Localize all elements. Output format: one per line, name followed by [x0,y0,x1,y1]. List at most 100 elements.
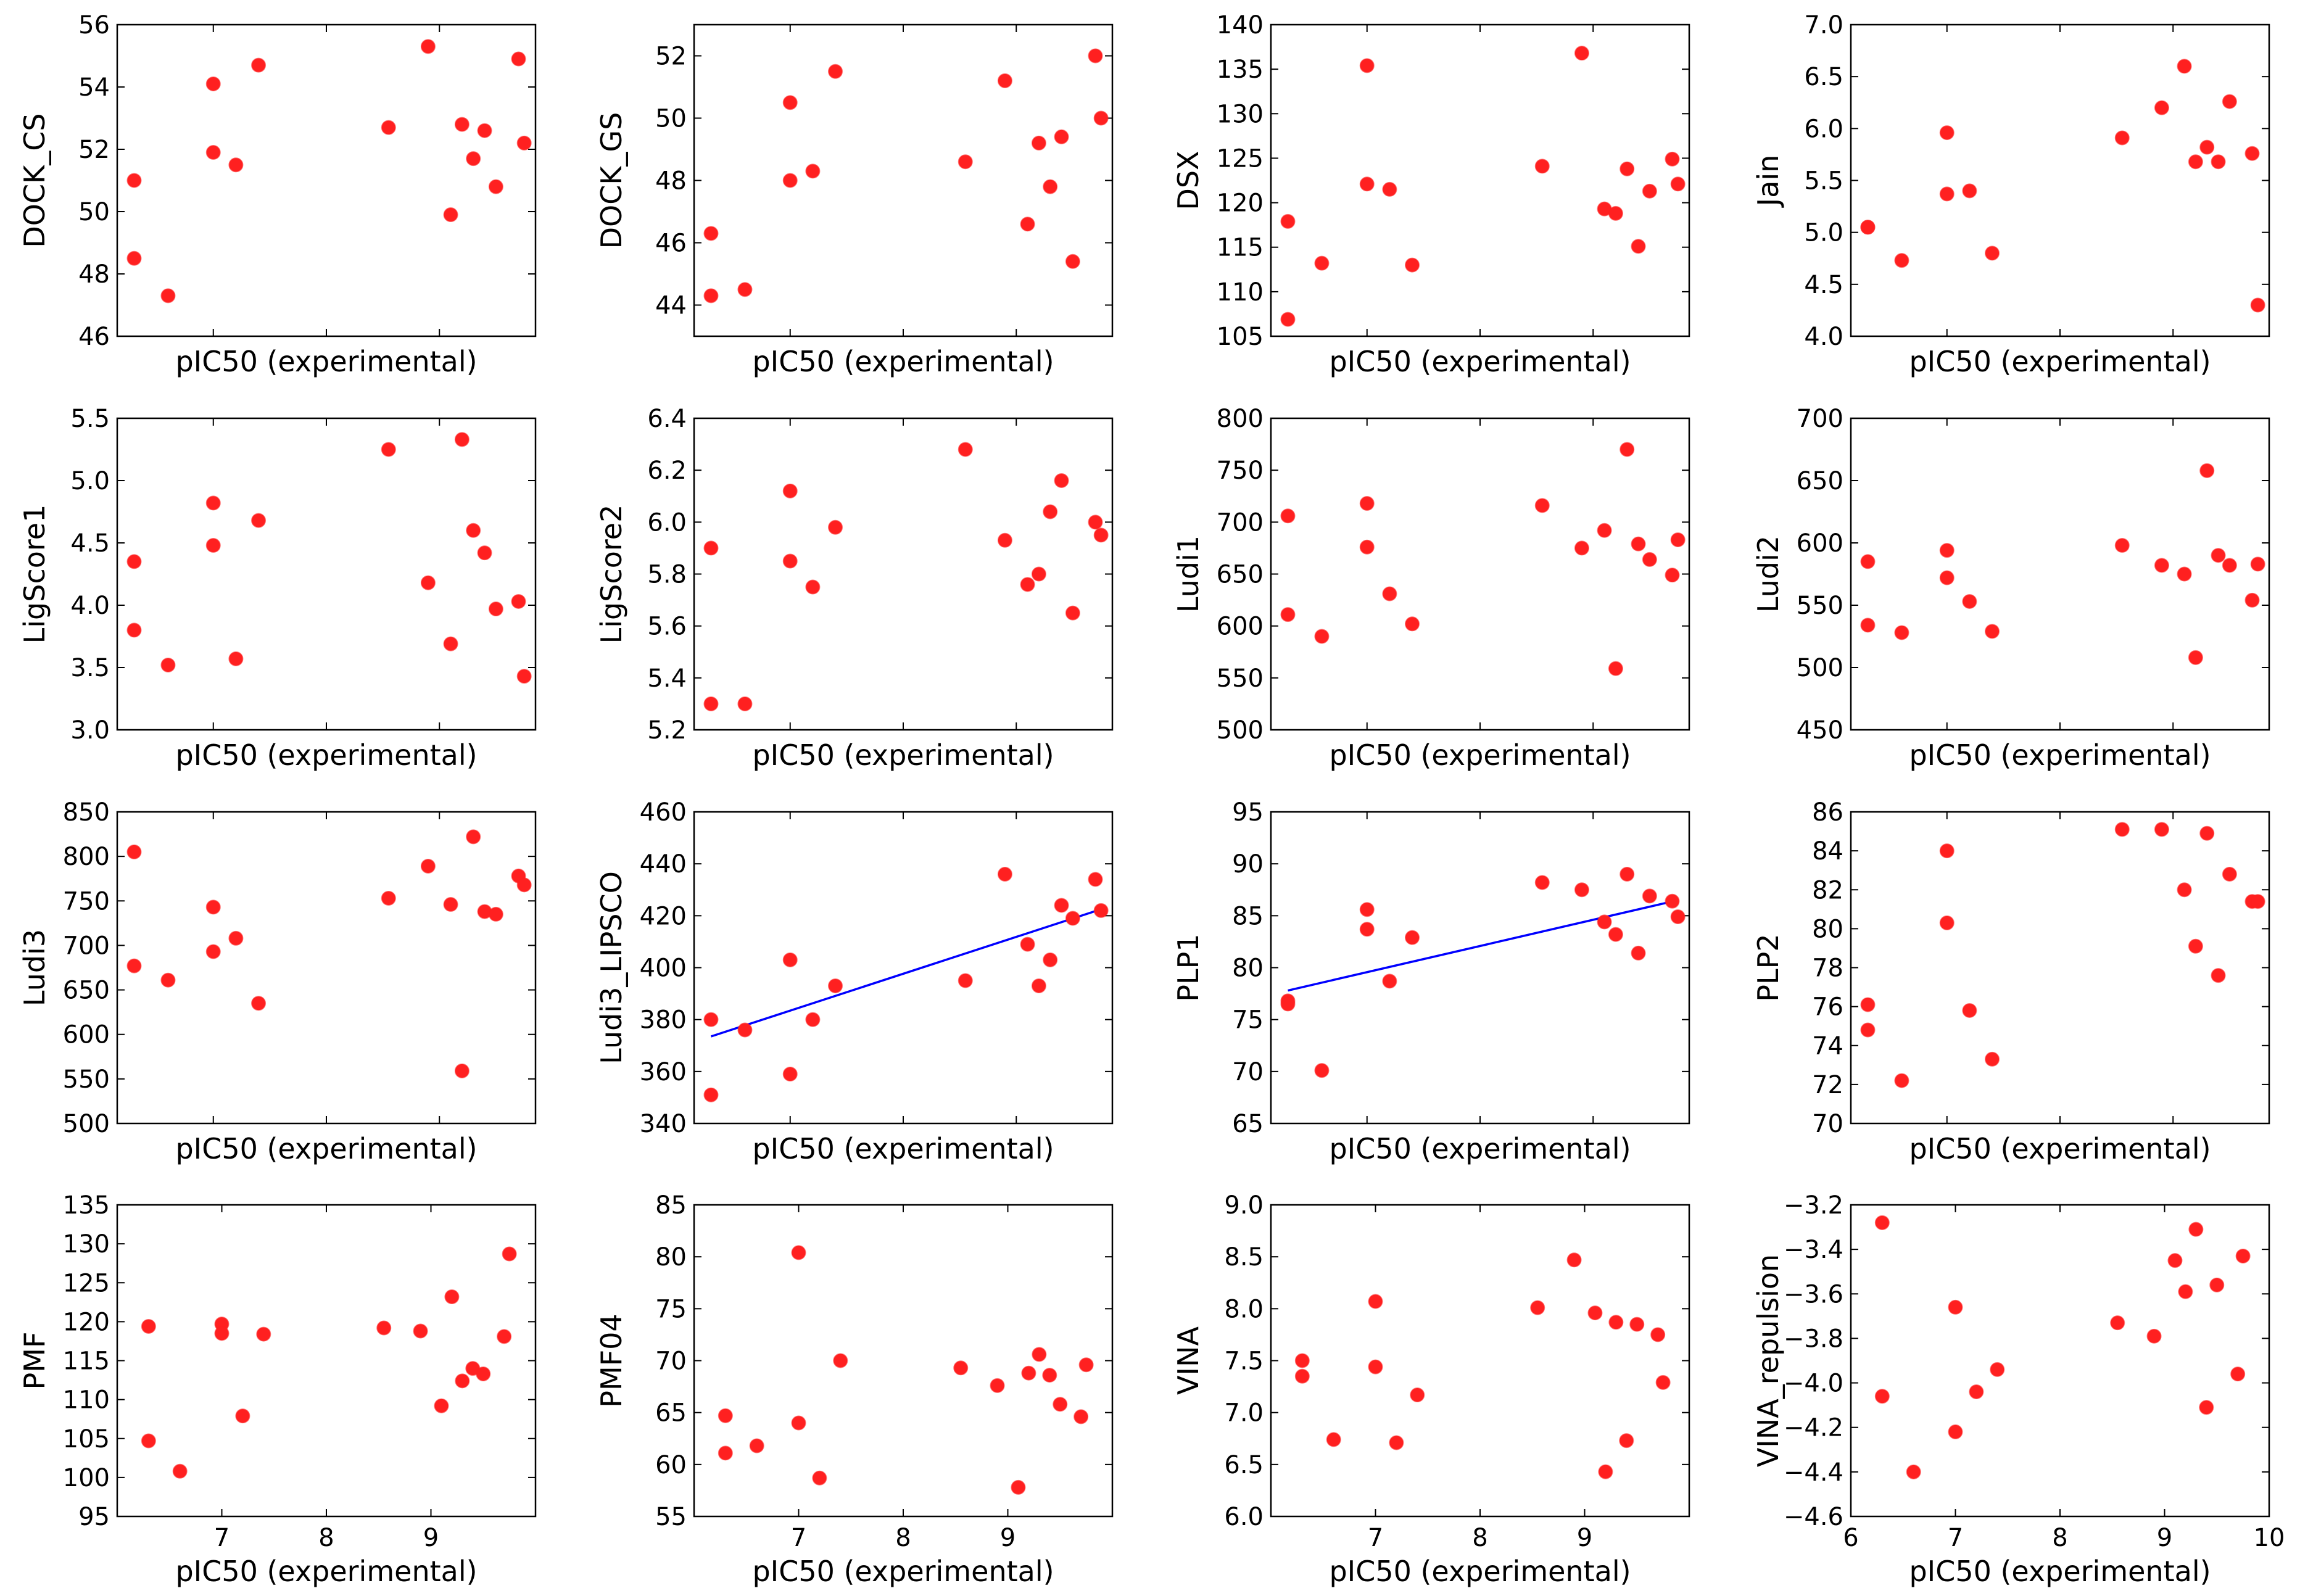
x-tick-label: 6 [1843,1524,1858,1552]
data-point [511,593,526,609]
data-point [2154,822,2169,837]
data-point [1566,1252,1582,1268]
data-point [1642,183,1657,199]
data-point [228,930,244,946]
y-tick-label: 130 [1217,100,1264,128]
x-axis-label: pIC50 (experimental) [175,1555,477,1588]
y-tick-label: 700 [1217,508,1264,537]
data-point [2244,592,2260,608]
x-tick-label: 10 [2254,1524,2285,1552]
data-point [235,1408,250,1424]
data-point [420,575,436,590]
panel-ludi1: 500 550 600 650 700 750 800 pIC50 (experimental… [1172,405,1690,772]
data-point [1939,570,1955,585]
x-tick-label: 9 [1577,1524,1592,1552]
y-tick-label: −3.4 [1784,1236,1843,1264]
y-tick-label: 80 [655,1243,687,1271]
y-tick-label: 76 [1812,993,1843,1022]
panel-ludi3-lipsco: 340 360 380 400 420 440 460 pIC50 (experimental… [595,798,1114,1165]
data-point [205,76,221,91]
y-tick-label: 135 [63,1191,110,1220]
y-tick-label: 6.0 [647,508,687,537]
data-point [1948,1299,1963,1315]
y-tick-label: −3.2 [1784,1191,1843,1220]
data-point [2199,463,2215,478]
data-point [1597,914,1612,930]
data-point [703,226,719,241]
plot-frame [1270,811,1690,1125]
data-point [1054,129,1069,144]
y-axis-label: PLP1 [1172,933,1205,1001]
y-tick-label: 115 [1217,234,1264,262]
data-point [782,173,798,188]
data-point [1405,930,1420,945]
y-tick-label: 850 [63,798,110,827]
y-axis-label: PMF04 [595,1313,628,1407]
panel-ligscore1: 3.0 3.5 4.0 4.5 5.0 5.5 pIC50 (experimental) Li… [18,405,537,772]
data-point [1670,909,1686,925]
y-tick-label: 60 [655,1451,687,1479]
data-point [805,163,821,179]
data-point [1020,577,1035,592]
data-point [2222,558,2237,573]
data-point [497,1329,512,1344]
data-point [1031,566,1046,582]
data-point [2199,139,2215,155]
data-point [126,554,142,569]
y-tick-label: 550 [1217,664,1264,693]
data-point [737,282,753,297]
y-axis-label: VINA [1172,1326,1205,1395]
data-point [2199,1400,2214,1415]
y-tick-label: 600 [1797,529,1843,558]
data-point [160,288,176,304]
data-point [1665,151,1680,167]
data-point [812,1470,827,1486]
data-point [1962,183,1977,199]
data-point [737,1022,753,1038]
y-tick-label: 78 [1812,954,1843,983]
y-tick-label: 65 [1232,1110,1264,1138]
data-point [1894,625,1909,640]
data-point [381,442,396,457]
y-tick-label: 110 [63,1386,110,1415]
y-tick-label: 700 [63,932,110,960]
data-point [1314,255,1330,271]
x-tick-label: 8 [2052,1524,2067,1552]
data-point [1939,543,1955,558]
data-point [703,540,719,556]
data-point [2244,146,2260,161]
data-point [990,1378,1005,1393]
y-tick-label: 85 [655,1191,687,1220]
data-point [1534,498,1550,513]
y-tick-label: 80 [1232,954,1264,983]
y-tick-label: 5.6 [647,613,687,641]
data-point [805,579,821,595]
x-tick-label: 7 [214,1524,230,1552]
data-point [1620,867,1635,882]
data-point [1359,539,1375,555]
data-point [1860,1022,1876,1038]
data-point [1326,1432,1341,1447]
panel-pmf04: 55 60 65 70 75 80 85 7 8 9 pIC50 (experimental) PMF… [595,1191,1114,1588]
y-tick-label: 70 [1232,1058,1264,1086]
data-point [1053,1397,1068,1412]
data-point [782,553,798,569]
data-point [1608,1315,1624,1330]
y-tick-label: 600 [1217,613,1264,641]
data-point [828,64,843,79]
data-point [703,696,719,711]
data-point [205,495,221,511]
data-point [381,120,396,135]
y-tick-label: 120 [63,1308,110,1336]
plot-frame [1850,23,2270,337]
data-point [141,1318,156,1334]
data-point [1631,239,1646,254]
data-point [1587,1305,1603,1321]
y-tick-label: 48 [655,167,687,196]
data-point [1280,312,1296,327]
data-point [2199,825,2215,841]
y-tick-label: 9.0 [1224,1191,1264,1220]
x-axis-label: pIC50 (experimental) [1329,1132,1631,1165]
data-point [228,651,244,666]
data-point [805,1012,821,1027]
